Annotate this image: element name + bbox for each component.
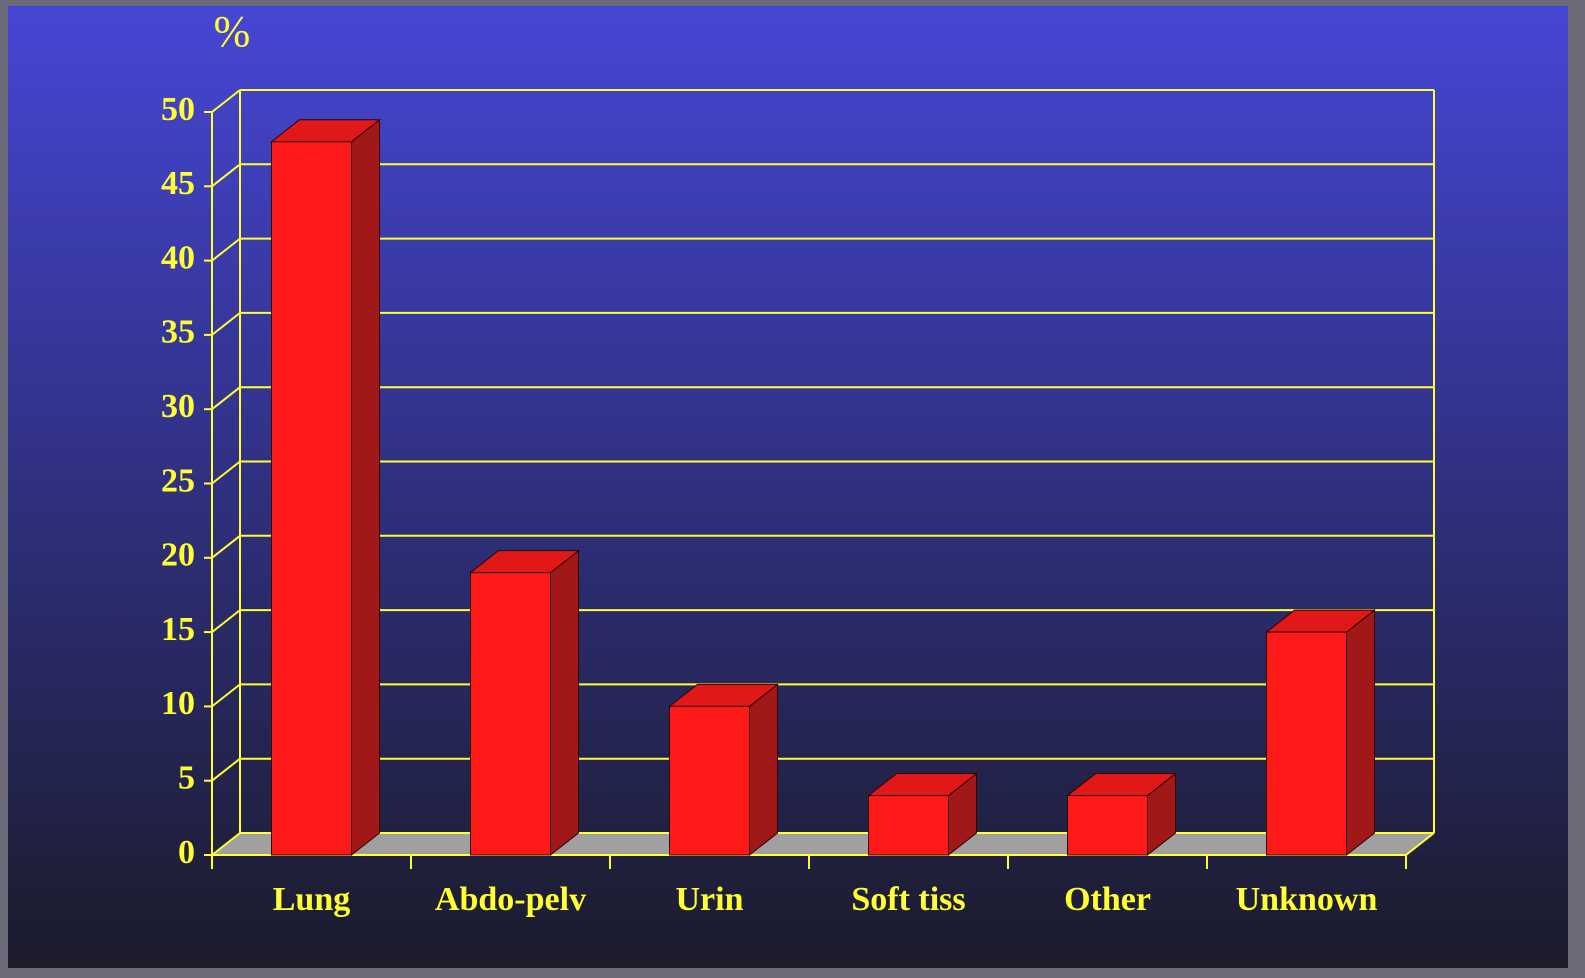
x-tick-label: Soft tiss [851, 881, 965, 918]
bar-side [1346, 609, 1375, 857]
y-tick-label: 20 [161, 537, 195, 574]
grid-line [211, 832, 241, 856]
bar [1266, 631, 1347, 856]
bar [271, 141, 352, 856]
bar [669, 705, 750, 856]
grid-line [211, 683, 241, 708]
y-tick-label: 15 [161, 611, 195, 648]
x-tick-label: Unknown [1236, 881, 1378, 918]
grid-line [211, 609, 241, 633]
y-tick-label: 25 [161, 462, 195, 499]
y-tick-label: 10 [161, 685, 195, 722]
x-tick-label: Abdo-pelv [435, 881, 586, 918]
x-tick-label: Other [1064, 881, 1151, 918]
floor [212, 833, 1434, 855]
bar [470, 572, 551, 856]
grid-line [211, 312, 241, 336]
grid-line [211, 386, 241, 410]
y-tick-label: 40 [161, 239, 195, 276]
x-tick-label: Lung [273, 881, 351, 918]
bar-side [550, 549, 579, 857]
y-tick-label: 45 [161, 165, 195, 202]
y-tick-label: 5 [178, 759, 195, 796]
grid-line [211, 757, 241, 782]
grid-line [211, 163, 241, 188]
floor-edge [1405, 832, 1435, 856]
x-tick-label: Urin [676, 881, 744, 918]
grid-line [211, 460, 241, 485]
bar-side [351, 118, 380, 857]
grid-line [211, 89, 241, 113]
y-tick-label: 50 [161, 91, 195, 128]
grid-line [211, 237, 241, 262]
grid-line [211, 535, 241, 559]
bar-side [749, 683, 778, 857]
y-axis-label: % [214, 7, 251, 56]
y-tick-label: 35 [161, 314, 195, 351]
bar [1067, 795, 1148, 856]
bar [868, 795, 949, 856]
y-tick-label: 30 [161, 388, 195, 425]
y-tick-label: 0 [178, 834, 195, 871]
